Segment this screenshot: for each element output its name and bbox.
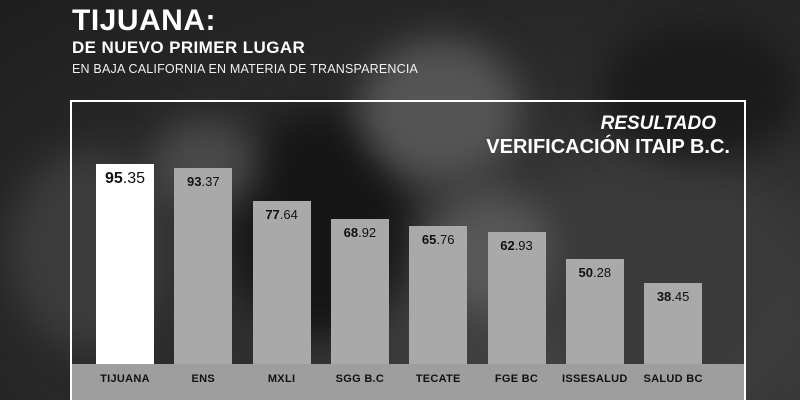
bar-value-label: 77.64 [265, 207, 298, 222]
bar-value-label: 38.45 [656, 289, 690, 304]
bar-value-label: 50.28 [578, 265, 612, 280]
bar-value-label: 95.35 [104, 170, 146, 187]
result-label: RESULTADO [600, 113, 716, 134]
bar-salud-bc [644, 283, 703, 364]
category-label: FGE BC [494, 373, 539, 385]
bar-ens [174, 168, 233, 364]
bar-tecate [409, 226, 468, 364]
page-subtitle: DE NUEVO PRIMER LUGAR [72, 38, 306, 57]
bar-value-label: 65.76 [421, 232, 455, 247]
category-label: SALUD BC [643, 373, 703, 385]
category-label: SGG B.C [335, 373, 385, 385]
bar-value-label: 62.93 [500, 238, 533, 253]
category-label: TIJUANA [100, 373, 150, 385]
chart-frame [70, 100, 746, 400]
bar-value-label: 93.37 [187, 174, 220, 189]
result-title: VERIFICACIÓN ITAIP B.C. [486, 136, 730, 158]
category-label: ISSESALUD [561, 373, 628, 385]
bar-fge-bc [487, 232, 546, 364]
category-label: TECATE [415, 373, 461, 385]
bar-issesalud [565, 259, 624, 364]
category-axis-band [72, 364, 744, 400]
category-label: MXLI [267, 373, 296, 385]
page-title: TIJUANA: [72, 4, 216, 37]
bar-sgg-b-c [330, 219, 389, 364]
category-label: ENS [191, 373, 216, 385]
bar-tijuana [96, 164, 154, 364]
bar-mxli [252, 201, 311, 364]
page-description: EN BAJA CALIFORNIA EN MATERIA DE TRANSPA… [72, 62, 419, 76]
bar-value-label: 68.92 [343, 225, 377, 240]
